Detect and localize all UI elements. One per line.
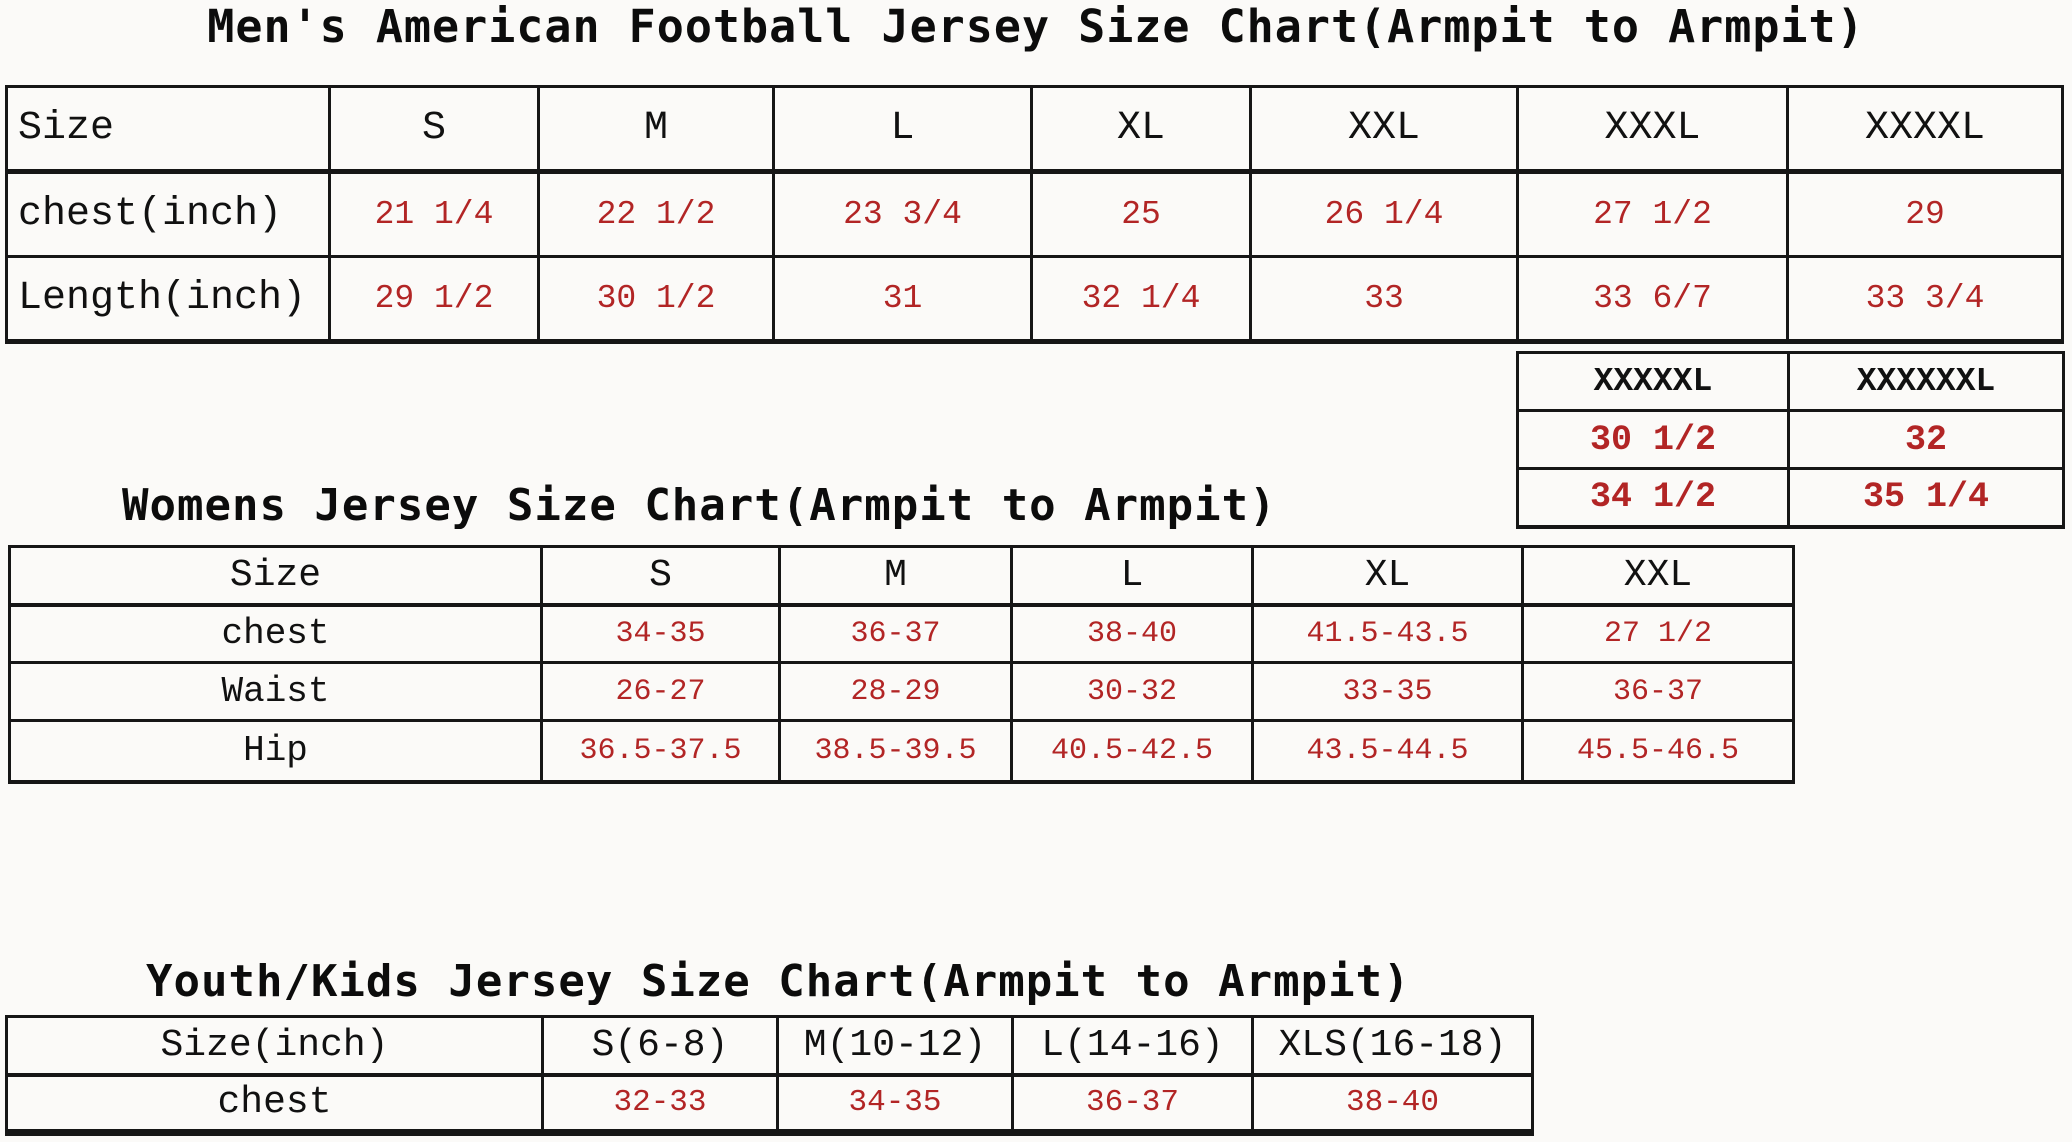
value-cell: 23 3/4 xyxy=(772,170,1033,258)
value-cell: 34-35 xyxy=(776,1073,1014,1136)
row-label-cell: Waist xyxy=(8,661,543,722)
value-cell: 31 xyxy=(772,255,1033,344)
youth-size-table: Size(inch) S(6-8) M(10-12) L(14-16) XLS(… xyxy=(5,1015,1534,1136)
row-label-cell: chest xyxy=(5,1073,544,1136)
row-label-cell: Length(inch) xyxy=(5,255,331,344)
value-cell: 29 xyxy=(1786,170,2064,258)
mens-chart-title: Men's American Football Jersey Size Char… xyxy=(207,0,1865,53)
value-cell: 33 xyxy=(1249,255,1519,344)
value-cell: 32 1/4 xyxy=(1030,255,1252,344)
value-cell: 21 1/4 xyxy=(328,170,540,258)
header-cell: M xyxy=(537,85,775,174)
row-label-cell: chest xyxy=(8,603,543,664)
header-cell: S xyxy=(328,85,540,174)
value-cell: 30 1/2 xyxy=(537,255,775,344)
mens-chest-row: chest(inch) 21 1/4 22 1/2 23 3/4 25 26 1… xyxy=(5,170,2064,258)
header-cell: XL xyxy=(1030,85,1252,174)
womens-hip-row: Hip 36.5-37.5 38.5-39.5 40.5-42.5 43.5-4… xyxy=(8,719,1795,784)
value-cell: 40.5-42.5 xyxy=(1010,719,1254,784)
row-label-cell: Hip xyxy=(8,719,543,784)
value-cell: 38.5-39.5 xyxy=(778,719,1013,784)
value-cell: 36.5-37.5 xyxy=(540,719,781,784)
value-cell: 35 1/4 xyxy=(1787,467,2065,529)
mens-extension-table: XXXXXL XXXXXXL 30 1/2 32 34 1/2 35 1/4 xyxy=(1516,351,2065,529)
value-cell: 38-40 xyxy=(1251,1073,1534,1136)
youth-chest-row: chest 32-33 34-35 36-37 38-40 xyxy=(5,1073,1534,1136)
header-cell: M(10-12) xyxy=(776,1015,1014,1077)
womens-header-row: Size S M L XL XXL xyxy=(8,545,1795,607)
header-cell: XXXXXL xyxy=(1516,351,1790,412)
womens-chest-row: chest 34-35 36-37 38-40 41.5-43.5 27 1/2 xyxy=(8,603,1795,664)
extension-length-row: 34 1/2 35 1/4 xyxy=(1516,467,2065,529)
value-cell: 22 1/2 xyxy=(537,170,775,258)
row-label-cell: chest(inch) xyxy=(5,170,331,258)
value-cell: 33 3/4 xyxy=(1786,255,2064,344)
value-cell: 43.5-44.5 xyxy=(1251,719,1524,784)
youth-header-row: Size(inch) S(6-8) M(10-12) L(14-16) XLS(… xyxy=(5,1015,1534,1077)
value-cell: 28-29 xyxy=(778,661,1013,722)
header-cell: M xyxy=(778,545,1013,607)
header-cell: XLS(16-18) xyxy=(1251,1015,1534,1077)
value-cell: 26 1/4 xyxy=(1249,170,1519,258)
header-cell: L(14-16) xyxy=(1011,1015,1254,1077)
value-cell: 34-35 xyxy=(540,603,781,664)
header-cell: XXL xyxy=(1521,545,1795,607)
value-cell: 27 1/2 xyxy=(1516,170,1789,258)
header-cell: Size xyxy=(5,85,331,174)
value-cell: 33 6/7 xyxy=(1516,255,1789,344)
womens-size-table: Size S M L XL XXL chest 34-35 36-37 38-4… xyxy=(8,545,1795,784)
value-cell: 34 1/2 xyxy=(1516,467,1790,529)
header-cell: L xyxy=(1010,545,1254,607)
value-cell: 32 xyxy=(1787,409,2065,470)
header-cell: S(6-8) xyxy=(541,1015,779,1077)
mens-header-row: Size S M L XL XXL XXXL XXXXL xyxy=(5,85,2064,174)
youth-chart-title: Youth/Kids Jersey Size Chart(Armpit to A… xyxy=(146,956,1411,1007)
header-cell: L xyxy=(772,85,1033,174)
value-cell: 32-33 xyxy=(541,1073,779,1136)
mens-length-row: Length(inch) 29 1/2 30 1/2 31 32 1/4 33 … xyxy=(5,255,2064,344)
value-cell: 45.5-46.5 xyxy=(1521,719,1795,784)
value-cell: 41.5-43.5 xyxy=(1251,603,1524,664)
header-cell: XXL xyxy=(1249,85,1519,174)
value-cell: 36-37 xyxy=(1521,661,1795,722)
value-cell: 30 1/2 xyxy=(1516,409,1790,470)
value-cell: 26-27 xyxy=(540,661,781,722)
header-cell: XXXXL xyxy=(1786,85,2064,174)
value-cell: 38-40 xyxy=(1010,603,1254,664)
header-cell: Size(inch) xyxy=(5,1015,544,1077)
extension-chest-row: 30 1/2 32 xyxy=(1516,409,2065,470)
value-cell: 25 xyxy=(1030,170,1252,258)
value-cell: 33-35 xyxy=(1251,661,1524,722)
womens-chart-title: Womens Jersey Size Chart(Armpit to Armpi… xyxy=(122,480,1277,531)
mens-size-table: Size S M L XL XXL XXXL XXXXL chest(inch)… xyxy=(5,85,2064,344)
value-cell: 36-37 xyxy=(778,603,1013,664)
value-cell: 36-37 xyxy=(1011,1073,1254,1136)
header-cell: XL xyxy=(1251,545,1524,607)
header-cell: S xyxy=(540,545,781,607)
value-cell: 30-32 xyxy=(1010,661,1254,722)
header-cell: Size xyxy=(8,545,543,607)
header-cell: XXXXXXL xyxy=(1787,351,2065,412)
value-cell: 27 1/2 xyxy=(1521,603,1795,664)
extension-header-row: XXXXXL XXXXXXL xyxy=(1516,351,2065,412)
value-cell: 29 1/2 xyxy=(328,255,540,344)
header-cell: XXXL xyxy=(1516,85,1789,174)
womens-waist-row: Waist 26-27 28-29 30-32 33-35 36-37 xyxy=(8,661,1795,722)
